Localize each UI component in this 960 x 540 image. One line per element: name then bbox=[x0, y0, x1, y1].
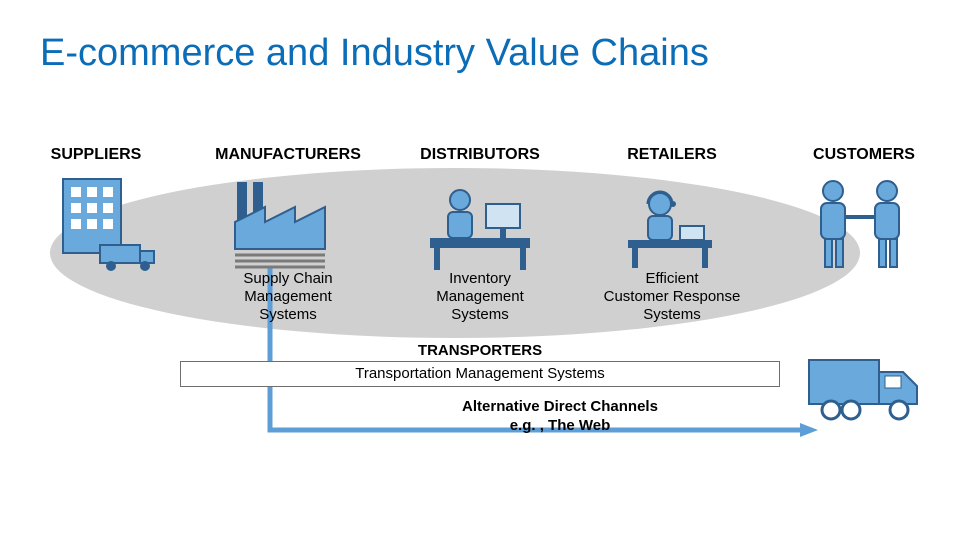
system-retailers: Efficient Customer Response Systems bbox=[576, 270, 768, 324]
systems-row: Supply Chain Management Systems Inventor… bbox=[0, 270, 960, 324]
retailers-icon bbox=[580, 172, 760, 272]
stage-manufacturers: MANUFACTURERS bbox=[192, 146, 384, 164]
stage-distributors: DISTRIBUTORS bbox=[384, 146, 576, 164]
system-manufacturers: Supply Chain Management Systems bbox=[192, 270, 384, 324]
system-suppliers bbox=[0, 270, 192, 324]
customers-icon bbox=[770, 172, 950, 272]
page-title: E-commerce and Industry Value Chains bbox=[40, 32, 709, 75]
stage-customers: CUSTOMERS bbox=[768, 146, 960, 164]
system-customers bbox=[768, 270, 960, 324]
icons-row bbox=[0, 172, 960, 272]
manufacturers-icon bbox=[190, 172, 370, 272]
truck-icon bbox=[805, 350, 925, 425]
transport-title: TRANSPORTERS bbox=[180, 342, 780, 359]
transport-block: TRANSPORTERS Transportation Management S… bbox=[180, 342, 780, 387]
system-distributors: Inventory Management Systems bbox=[384, 270, 576, 324]
distributors-icon bbox=[390, 172, 570, 272]
transport-system-box: Transportation Management Systems bbox=[180, 361, 780, 387]
alternative-channels-label: Alternative Direct Channels e.g. , The W… bbox=[380, 398, 740, 436]
stage-suppliers: SUPPLIERS bbox=[0, 146, 192, 164]
stage-labels-row: SUPPLIERS MANUFACTURERS DISTRIBUTORS RET… bbox=[0, 146, 960, 164]
suppliers-icon bbox=[15, 172, 195, 272]
stage-retailers: RETAILERS bbox=[576, 146, 768, 164]
